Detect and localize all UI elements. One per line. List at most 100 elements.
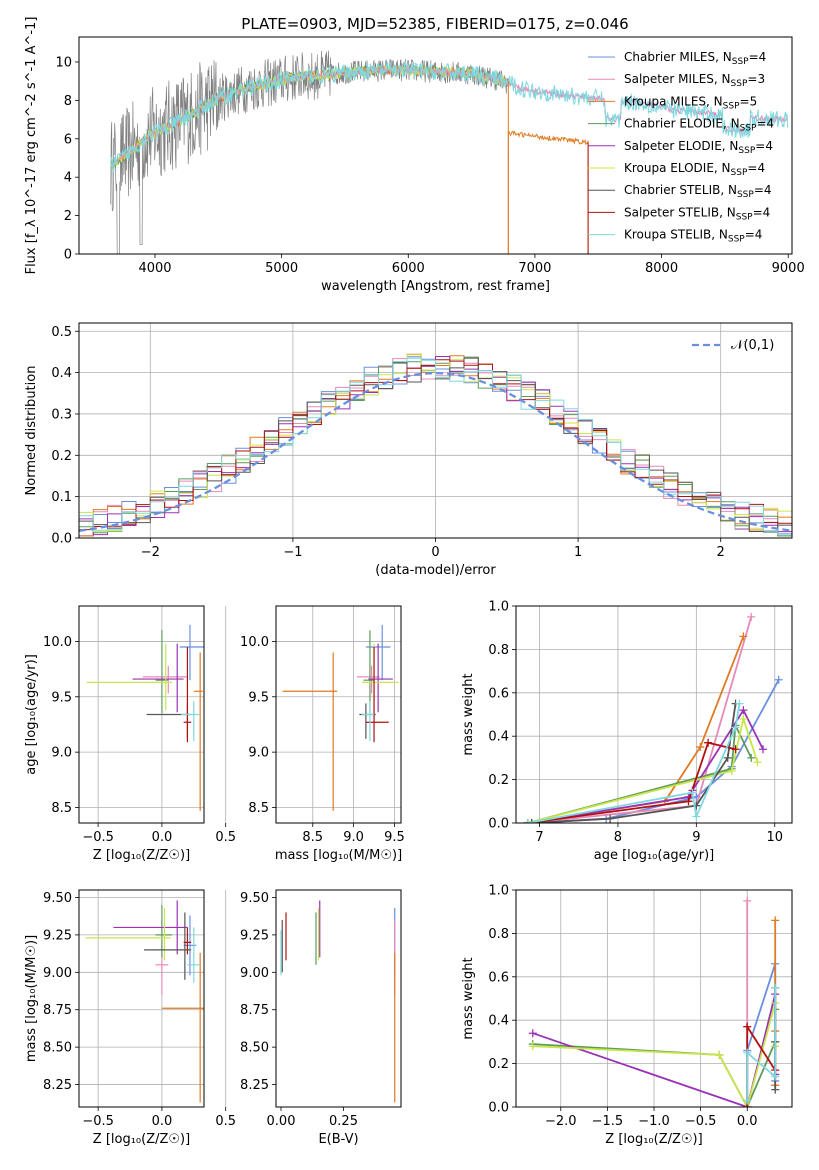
x-axis-label: Z [log₁₀(Z/Z☉)] <box>93 1132 190 1147</box>
plot-area <box>523 612 783 823</box>
y-axis-label: mass weight <box>461 673 476 755</box>
y-tick-label: 0.8 <box>488 643 509 658</box>
panel-age_vs_Z: −0.5 0.0 0.5 8.5 9.0 9.5 10.0 Z [log₁₀(Z/Z☉)] ag… <box>24 605 236 863</box>
y-axis-label: mass [log₁₀(M/M☉)] <box>24 935 39 1062</box>
x-tick-label: 0.5 <box>215 830 236 845</box>
x-axis-label: (data-model)/error <box>375 563 496 578</box>
x-tick-label: 0.00 <box>267 1114 296 1129</box>
model-step-kroupa_miles <box>507 130 589 254</box>
marker-salpeter_stelib <box>684 797 693 806</box>
x-tick-label: 8000 <box>645 261 678 276</box>
axes-frame <box>275 889 402 1108</box>
marker-kroupa_elodie <box>739 714 748 723</box>
y-tick-label: 4 <box>64 171 72 186</box>
x-tick-label: 9.5 <box>384 830 405 845</box>
marker-chabrier_stelib <box>723 753 732 762</box>
legend-label: 𝒩(0,1) <box>731 338 774 353</box>
y-tick-label: 9.0 <box>248 746 269 761</box>
x-tick-label: 5000 <box>265 261 298 276</box>
marker-kroupa_stelib <box>771 983 780 992</box>
y-tick-label: 10.0 <box>43 635 72 650</box>
marker-salpeter_elodie <box>739 706 748 715</box>
panel-weight_vs_Z: −2.0 −1.5 −1.0 −0.5 0.0 0.0 0.2 0.4 0.6 0.8 1.0 Z [… <box>461 884 793 1147</box>
y-axis-label: age [log₁₀(age/yr)] <box>24 654 39 775</box>
marker-kroupa_miles <box>739 632 748 641</box>
marker-kroupa_miles <box>696 743 705 752</box>
plot-area <box>110 50 789 254</box>
y-tick-label: 9.00 <box>43 966 72 981</box>
y-tick-label: 9.00 <box>240 966 269 981</box>
legend-label: Chabrier STELIB, NSSP=4 <box>624 183 772 200</box>
axes-frame <box>78 605 205 824</box>
x-tick-label: 0.0 <box>737 1114 758 1129</box>
y-tick-label: 10.0 <box>240 635 269 650</box>
x-axis-label: age [log₁₀(age/yr)] <box>594 848 715 863</box>
histogram-chabrier_stelib <box>79 357 792 533</box>
x-tick-label: 0.25 <box>329 1114 358 1129</box>
x-axis-label: Z [log₁₀(Z/Z☉)] <box>605 1132 702 1147</box>
marker-salpeter_stelib <box>743 1022 752 1031</box>
marker-chabrier_stelib <box>606 814 615 823</box>
x-tick-label: 8 <box>614 830 622 845</box>
x-tick-label: 0.0 <box>152 1114 173 1129</box>
marker-salpeter_elodie <box>758 745 767 754</box>
marker-kroupa_stelib <box>743 1096 752 1105</box>
x-tick-label: −1.0 <box>638 1114 670 1129</box>
y-tick-label: 9.5 <box>248 690 269 705</box>
x-tick-label: 0.0 <box>152 830 173 845</box>
plot-area <box>528 896 780 1107</box>
x-tick-label: −2 <box>141 545 160 560</box>
marker-chabrier_miles <box>774 675 783 684</box>
y-tick-label: 1.0 <box>488 884 509 899</box>
series-salpeter_miles <box>527 616 753 823</box>
y-tick-label: 9.25 <box>240 928 269 943</box>
y-tick-label: 9.50 <box>43 891 72 906</box>
x-tick-label: 9.0 <box>343 830 364 845</box>
panel-spectrum: 4000 5000 6000 7000 8000 9000 0 2 4 6 8 10 wavelengt… <box>24 17 805 294</box>
y-tick-label: 8.25 <box>43 1078 72 1093</box>
y-tick-label: 0.0 <box>488 1101 509 1116</box>
marker-kroupa_stelib <box>735 699 744 708</box>
series-kroupa_elodie <box>527 715 759 823</box>
series-chabrier_miles <box>746 963 777 1107</box>
x-tick-label: −0.5 <box>82 1114 114 1129</box>
marker-kroupa_elodie <box>753 758 762 767</box>
y-tick-label: 0.5 <box>51 325 72 340</box>
x-tick-label: 7000 <box>518 261 551 276</box>
x-tick-label: 9 <box>692 830 700 845</box>
y-tick-label: 9.25 <box>43 928 72 943</box>
y-tick-label: 0.8 <box>488 927 509 942</box>
series-chabrier_elodie <box>527 722 753 823</box>
axes-frame <box>78 889 205 1108</box>
y-tick-label: 8.75 <box>240 1003 269 1018</box>
x-tick-label: −0.5 <box>82 830 114 845</box>
marker-kroupa_stelib <box>692 812 701 821</box>
y-tick-label: 0.1 <box>51 490 72 505</box>
marker-kroupa_stelib <box>688 788 697 797</box>
x-tick-label: 1 <box>574 545 582 560</box>
y-tick-label: 0.2 <box>488 773 509 788</box>
x-tick-label: 0 <box>431 545 439 560</box>
panel-mass_vs_ebv: 0.00 0.25 8.25 8.50 8.75 9.00 9.25 9.50 E(B-V) <box>240 889 402 1147</box>
panel-age_vs_mass: 8.5 9.0 9.5 8.5 9.0 9.5 10.0 mass [log₁₀(M/M☉)] <box>240 605 405 863</box>
marker-kroupa_stelib <box>523 819 532 823</box>
x-tick-label: 0.5 <box>215 1114 236 1129</box>
legend-label: Kroupa STELIB, NSSP=4 <box>624 228 762 245</box>
y-tick-label: 8.50 <box>43 1041 72 1056</box>
axes-frame <box>78 36 793 255</box>
histogram-kroupa_stelib <box>79 357 792 535</box>
panel-residuals: −2 −1 0 1 2 0.0 0.1 0.2 0.3 0.4 0.5 (data-model)/er… <box>24 322 793 578</box>
y-tick-label: 8.5 <box>248 801 269 816</box>
y-tick-label: 0.3 <box>51 407 72 422</box>
y-tick-label: 0.2 <box>51 449 72 464</box>
legend-label: Chabrier ELODIE, NSSP=4 <box>624 117 774 134</box>
y-tick-label: 0.2 <box>488 1057 509 1072</box>
y-tick-label: 9.5 <box>51 690 72 705</box>
y-tick-label: 6 <box>64 132 72 147</box>
x-axis-label: wavelength [Angstrom, rest frame] <box>321 279 550 294</box>
y-tick-label: 8.50 <box>240 1041 269 1056</box>
y-tick-label: 0 <box>64 248 72 263</box>
marker-chabrier_elodie <box>747 753 756 762</box>
x-tick-label: 4000 <box>138 261 171 276</box>
x-axis-label: E(B-V) <box>318 1132 358 1147</box>
